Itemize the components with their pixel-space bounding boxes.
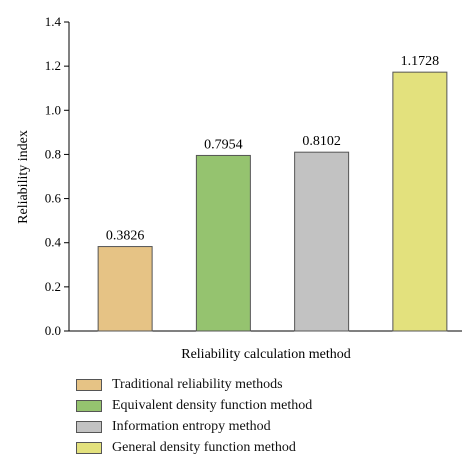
- legend-swatch: [76, 420, 102, 433]
- y-tick-label: 0.8: [45, 146, 61, 161]
- legend-label: General density function method: [112, 439, 296, 455]
- y-axis-title: Reliability index: [16, 130, 31, 224]
- legend-label: Equivalent density function method: [112, 397, 313, 413]
- legend-label: Information entropy method: [112, 418, 271, 434]
- y-tick-label: 0.0: [45, 323, 61, 338]
- legend-swatch: [76, 441, 102, 454]
- legend-swatch: [76, 399, 102, 412]
- bar: [97, 246, 153, 332]
- bar: [392, 71, 448, 332]
- bar-value-label: 0.8102: [302, 134, 341, 149]
- plot-area: 0.0 0.2 0.4 0.6 0.8 1.0 1.2 1.4 0.3826 0.7954 0.81…: [45, 14, 462, 338]
- bar: [294, 151, 350, 332]
- bar: [195, 154, 251, 332]
- y-tick-label: 0.6: [45, 191, 62, 206]
- y-tick-label: 1.2: [45, 58, 61, 73]
- legend-item: General density function method: [76, 437, 312, 458]
- bar-value-label: 0.3826: [106, 229, 145, 244]
- y-tick-label: 1.4: [45, 14, 62, 29]
- y-tick-label: 0.2: [45, 279, 61, 294]
- legend-item: Information entropy method: [76, 416, 312, 437]
- legend: Traditional reliability methods Equivalen…: [76, 374, 312, 458]
- legend-item: Traditional reliability methods: [76, 374, 312, 395]
- y-tick-label: 1.0: [45, 102, 61, 117]
- x-axis-title: Reliability calculation method: [181, 347, 351, 362]
- bar-value-label: 0.7954: [204, 137, 243, 152]
- bar-value-label: 1.1728: [401, 54, 440, 69]
- legend-label: Traditional reliability methods: [112, 376, 283, 392]
- y-tick-label: 0.4: [45, 235, 62, 250]
- legend-item: Equivalent density function method: [76, 395, 312, 416]
- legend-swatch: [76, 378, 102, 391]
